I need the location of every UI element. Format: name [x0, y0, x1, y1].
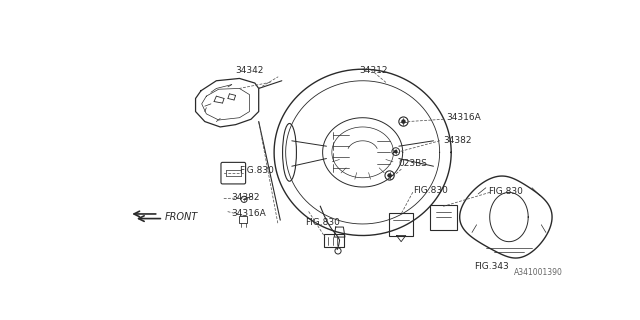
Text: 34316A: 34316A [232, 209, 266, 218]
Text: 34312: 34312 [359, 66, 387, 75]
Text: 34316A: 34316A [447, 113, 481, 122]
Text: 34342: 34342 [236, 66, 264, 75]
Text: FIG.830: FIG.830 [413, 186, 447, 195]
Text: 34382: 34382 [232, 193, 260, 202]
Text: 34382: 34382 [444, 136, 472, 145]
Text: 023BS: 023BS [399, 159, 428, 168]
Text: FIG.830: FIG.830 [305, 218, 340, 227]
Text: FRONT: FRONT [164, 212, 198, 222]
Text: A341001390: A341001390 [514, 268, 563, 277]
Text: FIG.830: FIG.830 [239, 166, 275, 175]
Circle shape [388, 174, 391, 177]
Circle shape [395, 150, 397, 153]
Text: FIG.343: FIG.343 [474, 262, 509, 271]
Circle shape [402, 120, 405, 123]
Text: FIG.830: FIG.830 [488, 187, 523, 196]
